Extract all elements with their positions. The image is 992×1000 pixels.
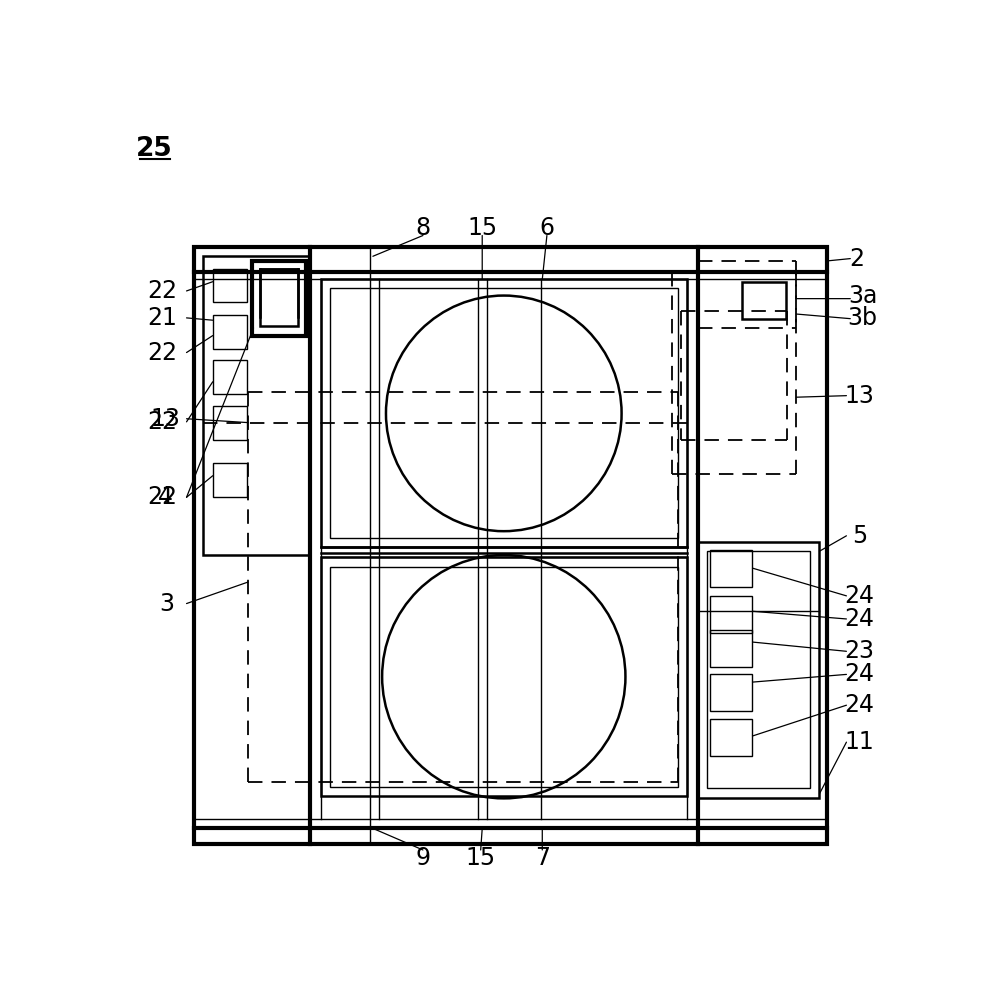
Text: 3: 3	[159, 592, 174, 616]
Bar	[710, 719, 753, 756]
Bar	[212, 406, 247, 440]
Text: 22: 22	[147, 410, 177, 434]
Text: 13: 13	[150, 407, 180, 431]
Text: 11: 11	[844, 730, 874, 754]
Bar	[212, 315, 247, 349]
Bar	[710, 550, 753, 587]
Bar	[742, 282, 786, 319]
Text: 3b: 3b	[847, 306, 878, 330]
Bar	[212, 463, 247, 497]
Text: 7: 7	[535, 846, 550, 870]
Bar	[203, 256, 310, 555]
Text: 24: 24	[844, 607, 875, 631]
Bar	[710, 674, 753, 711]
Bar	[329, 567, 678, 787]
Text: 24: 24	[844, 693, 875, 717]
Bar	[252, 261, 306, 336]
Bar	[260, 269, 299, 326]
Text: 4: 4	[158, 485, 173, 509]
Bar	[329, 288, 678, 538]
Text: 6: 6	[540, 216, 555, 240]
Text: 3a: 3a	[848, 284, 877, 308]
Bar	[320, 279, 687, 547]
Text: 24: 24	[844, 662, 875, 686]
Bar	[320, 557, 687, 796]
Bar	[212, 269, 247, 302]
Bar	[697, 542, 819, 798]
Text: 8: 8	[416, 216, 431, 240]
Text: 25: 25	[136, 136, 173, 162]
Text: 5: 5	[852, 524, 867, 548]
Text: 21: 21	[147, 306, 177, 330]
Bar	[710, 596, 753, 633]
Text: 23: 23	[844, 639, 875, 663]
Bar	[212, 360, 247, 394]
Text: 15: 15	[467, 216, 497, 240]
Text: 22: 22	[147, 485, 177, 509]
Bar	[710, 630, 753, 667]
Text: 2: 2	[849, 247, 864, 271]
Text: 24: 24	[844, 584, 875, 608]
Text: 13: 13	[844, 384, 875, 408]
Text: 15: 15	[465, 846, 496, 870]
Bar	[707, 551, 810, 788]
Text: 22: 22	[147, 279, 177, 303]
Bar	[194, 247, 827, 844]
Text: 22: 22	[147, 341, 177, 365]
Text: 9: 9	[416, 846, 431, 870]
